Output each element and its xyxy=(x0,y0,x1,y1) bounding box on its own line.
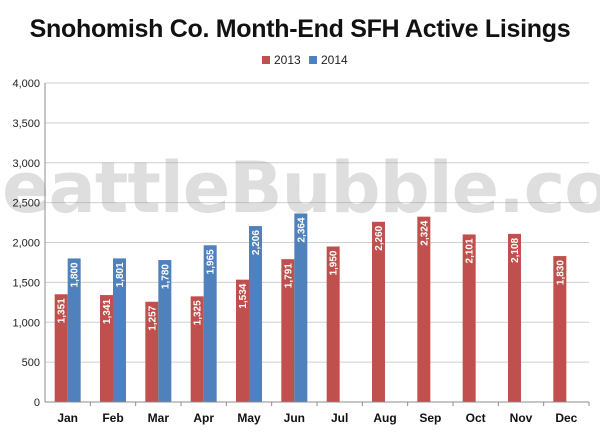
bar-2014-may xyxy=(249,226,262,402)
y-tick-label: 2,000 xyxy=(12,238,40,250)
data-label-2013-mar: 1,257 xyxy=(147,305,158,330)
data-label-2013-jun: 1,791 xyxy=(283,263,294,288)
bar-2013-oct xyxy=(462,234,476,402)
data-label-2014-may: 2,206 xyxy=(251,230,262,255)
category-label: Sep xyxy=(419,411,441,425)
category-label: Nov xyxy=(510,411,533,425)
data-label-2014-apr: 1,965 xyxy=(206,249,217,274)
legend-label-2013: 2013 xyxy=(274,53,301,67)
data-label-2013-sep: 2,324 xyxy=(419,220,430,245)
axes: 0 500 1,000 1,500 2,000 2,500 3,000 3,500 4,000 J… xyxy=(12,78,590,425)
bar-2014-jan xyxy=(67,258,81,402)
category-label: Feb xyxy=(102,411,123,425)
category-label: Mar xyxy=(148,411,170,425)
bars xyxy=(54,213,567,402)
data-label-2013-oct: 2,101 xyxy=(465,238,476,263)
bar-2013-aug xyxy=(372,221,385,402)
data-label-2013-dec: 1,830 xyxy=(555,260,566,285)
y-tick-label: 3,500 xyxy=(12,118,40,130)
legend-swatch-2013 xyxy=(262,56,270,64)
bar-2013-feb xyxy=(100,295,113,402)
data-label-2013-jan: 1,351 xyxy=(57,298,68,323)
y-tick-label: 2,500 xyxy=(12,198,40,210)
legend-swatch-2014 xyxy=(309,56,317,64)
y-tick-label: 3,000 xyxy=(12,158,40,170)
gridlines xyxy=(45,82,589,363)
bar-2013-sep xyxy=(417,216,431,402)
y-tick-label: 4,000 xyxy=(12,78,40,90)
legend-label-2014: 2014 xyxy=(321,53,348,67)
bar-2013-apr xyxy=(190,296,204,402)
chart-title: Snohomish Co. Month-End SFH Active Lisin… xyxy=(30,15,571,43)
bar-2013-mar xyxy=(145,301,159,402)
category-label: Dec xyxy=(555,411,577,425)
y-tick-label: 0 xyxy=(34,397,40,409)
bar-2013-jul xyxy=(326,246,340,402)
bar-2013-jun xyxy=(281,259,295,402)
data-label-2013-feb: 1,341 xyxy=(102,299,113,324)
y-tick-label: 500 xyxy=(22,357,40,369)
bar-2014-jun xyxy=(294,213,308,402)
bar-2014-feb xyxy=(113,258,126,402)
category-label: May xyxy=(237,411,261,425)
data-label-2014-jun: 2,364 xyxy=(296,217,307,242)
category-label: Oct xyxy=(466,411,486,425)
bar-2013-dec xyxy=(553,256,567,402)
y-tick-label: 1,500 xyxy=(12,277,40,289)
data-label-2014-jan: 1,800 xyxy=(70,262,81,287)
bar-2013-nov xyxy=(508,233,521,402)
category-label: Apr xyxy=(193,411,214,425)
data-label-2013-aug: 2,260 xyxy=(374,225,385,250)
data-label-2013-may: 1,534 xyxy=(238,283,249,308)
data-label-2013-jul: 1,950 xyxy=(329,250,340,275)
data-label-2014-mar: 1,780 xyxy=(160,264,171,289)
category-label: Jun xyxy=(284,411,305,425)
bar-2013-jan xyxy=(54,294,68,402)
data-label-2013-apr: 1,325 xyxy=(193,300,204,325)
data-label-2013-nov: 2,108 xyxy=(510,237,521,262)
legend: 2013 2014 xyxy=(262,53,348,67)
category-label: Jul xyxy=(331,411,348,425)
bar-2014-mar xyxy=(158,260,172,402)
bar-2013-may xyxy=(236,279,249,402)
y-tick-label: 1,000 xyxy=(12,317,40,329)
data-label-2014-feb: 1,801 xyxy=(115,262,126,287)
category-label: Jan xyxy=(57,411,78,425)
watermark: SeattleBubble.com xyxy=(0,147,600,229)
category-label: Aug xyxy=(373,411,396,425)
bar-2014-apr xyxy=(203,245,217,402)
